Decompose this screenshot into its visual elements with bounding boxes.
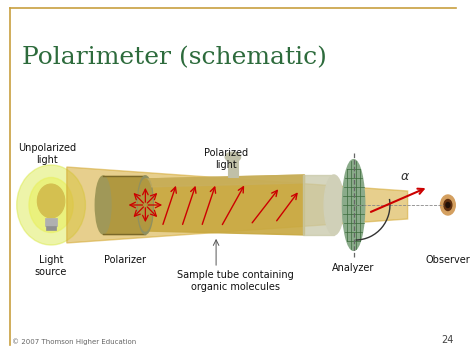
Ellipse shape: [444, 200, 452, 211]
Polygon shape: [103, 176, 146, 234]
Text: Observer: Observer: [426, 255, 470, 265]
Text: Sample tube containing
organic molecules: Sample tube containing organic molecules: [177, 270, 294, 291]
Text: © 2007 Thomson Higher Education: © 2007 Thomson Higher Education: [12, 338, 136, 345]
Polygon shape: [146, 175, 304, 187]
Ellipse shape: [95, 176, 111, 234]
Ellipse shape: [446, 202, 450, 208]
Text: Unpolarized
light: Unpolarized light: [18, 143, 76, 165]
Text: Polarizer: Polarizer: [104, 255, 146, 265]
Ellipse shape: [138, 179, 152, 231]
Polygon shape: [67, 167, 408, 243]
Bar: [228, 159, 238, 177]
Polygon shape: [146, 175, 304, 235]
Bar: [46, 226, 56, 230]
Text: Polarized
light: Polarized light: [204, 148, 248, 170]
Ellipse shape: [37, 184, 65, 218]
Ellipse shape: [324, 175, 344, 235]
Text: Light
source: Light source: [35, 255, 67, 277]
Ellipse shape: [440, 195, 455, 215]
Ellipse shape: [343, 160, 365, 250]
Text: Polarimeter (schematic): Polarimeter (schematic): [22, 47, 327, 70]
Text: α: α: [401, 170, 409, 184]
Text: Analyzer: Analyzer: [332, 263, 375, 273]
Polygon shape: [302, 175, 334, 235]
Ellipse shape: [29, 178, 73, 233]
Bar: [45, 218, 57, 226]
Ellipse shape: [17, 165, 85, 245]
Ellipse shape: [137, 176, 153, 234]
Text: 24: 24: [441, 335, 454, 345]
Ellipse shape: [225, 152, 241, 162]
